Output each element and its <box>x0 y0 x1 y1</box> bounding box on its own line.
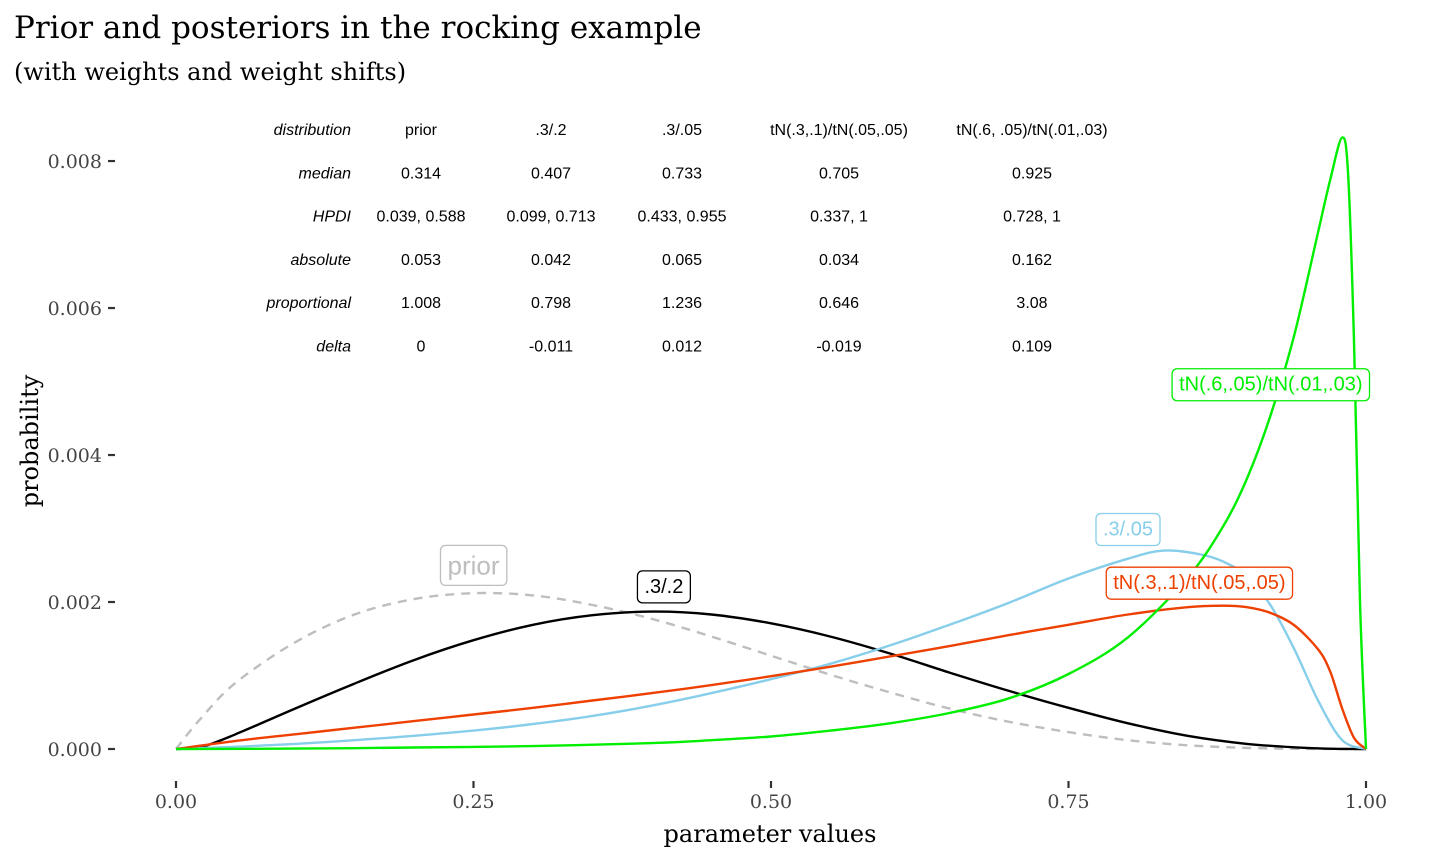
x-tick-label: 0.00 <box>155 791 197 813</box>
series-label-text: tN(.6,.05)/tN(.01,.03) <box>1179 374 1362 396</box>
series-labels: prior .3/.2 .3/.05 tN(.3,.1)/tN(.05,.05) tN(… <box>439 368 1371 604</box>
summary-table: distribution prior .3/.2 .3/.05 tN(.3,.1)/tN… <box>266 122 1108 356</box>
y-axis-label: probability <box>16 374 44 507</box>
table-column-header: tN(.6, .05)/tN(.01,.03) <box>956 122 1107 139</box>
x-tick-label: 0.50 <box>750 791 792 813</box>
table-cell: 0.109 <box>1012 339 1052 356</box>
table-cell: 0.433, 0.955 <box>638 209 727 226</box>
x-axis-label: parameter values <box>664 820 877 848</box>
table-cell: 1.008 <box>401 295 441 312</box>
series-label-box <box>439 544 508 587</box>
series-label-box <box>1105 566 1294 600</box>
series-line-0 <box>175 591 1367 751</box>
table-row-label: absolute <box>291 252 352 269</box>
series-line-3 <box>175 604 1367 751</box>
table-cell: 0.733 <box>662 165 702 182</box>
table-cell: 0.053 <box>401 252 441 269</box>
series-label-box <box>1171 368 1371 402</box>
table-cell: -0.011 <box>529 339 573 356</box>
series-label-text: tN(.3,.1)/tN(.05,.05) <box>1113 572 1285 594</box>
table-cell: -0.019 <box>816 339 861 356</box>
table-cell: 3.08 <box>1016 295 1047 312</box>
table-cell: 0.012 <box>662 339 702 356</box>
table-column-header: tN(.3,.1)/tN(.05,.05) <box>770 122 908 139</box>
series-lines <box>175 136 1368 751</box>
table-row-label: proportional <box>266 295 352 312</box>
series-label-text: .3/.2 <box>644 576 683 598</box>
series-label-4: tN(.6,.05)/tN(.01,.03) <box>1171 368 1371 402</box>
table-header-label: distribution <box>274 122 351 139</box>
table-column-header: .3/.05 <box>662 122 702 139</box>
x-tick-label: 1.00 <box>1345 791 1387 813</box>
y-tick-label: 0.006 <box>48 298 102 320</box>
table-row-label: median <box>299 165 352 182</box>
y-tick-label: 0.008 <box>48 151 102 173</box>
series-line-2 <box>175 549 1367 751</box>
y-tick-label: 0.002 <box>48 592 102 614</box>
y-tick-label: 0.004 <box>48 445 102 467</box>
table-cell: 0.646 <box>819 295 859 312</box>
table-column-header: prior <box>405 122 438 139</box>
x-axis: 0.00 0.25 0.50 0.75 1.00 <box>155 781 1387 813</box>
chart-title: Prior and posteriors in the rocking exam… <box>14 10 702 46</box>
series-label-0: prior <box>439 544 508 587</box>
series-label-box <box>636 570 692 604</box>
series-line-4 <box>175 136 1368 751</box>
table-cell: 0.034 <box>819 252 859 269</box>
table-cell: 0.162 <box>1012 252 1052 269</box>
series-line-1 <box>175 610 1367 751</box>
table-column-header: .3/.2 <box>535 122 566 139</box>
table-cell: 0.705 <box>819 165 859 182</box>
table-row-label: delta <box>316 339 351 356</box>
table-cell: 0.798 <box>531 295 571 312</box>
table-cell: 1.236 <box>662 295 702 312</box>
y-axis: 0.000 0.002 0.004 0.006 0.008 <box>48 151 115 761</box>
chart-subtitle: (with weights and weight shifts) <box>14 58 406 86</box>
table-cell: 0.925 <box>1012 165 1052 182</box>
series-label-text: prior <box>447 550 499 580</box>
table-cell: 0.337, 1 <box>810 209 868 226</box>
x-tick-label: 0.25 <box>452 791 494 813</box>
series-label-1: .3/.2 <box>636 570 692 604</box>
series-label-text: .3/.05 <box>1103 519 1153 541</box>
table-cell: 0.728, 1 <box>1003 209 1061 226</box>
x-tick-label: 0.75 <box>1047 791 1089 813</box>
table-row-label: HPDI <box>313 209 352 226</box>
series-label-2: .3/.05 <box>1095 512 1161 547</box>
series-label-box <box>1095 512 1161 547</box>
table-cell: 0.039, 0.588 <box>377 209 466 226</box>
table-cell: 0.314 <box>401 165 441 182</box>
table-cell: 0.407 <box>531 165 571 182</box>
table-cell: 0.042 <box>531 252 571 269</box>
y-tick-label: 0.000 <box>48 739 102 761</box>
table-cell: 0.099, 0.713 <box>507 209 596 226</box>
series-label-3: tN(.3,.1)/tN(.05,.05) <box>1105 566 1294 600</box>
table-cell: 0 <box>417 339 426 356</box>
table-cell: 0.065 <box>662 252 702 269</box>
